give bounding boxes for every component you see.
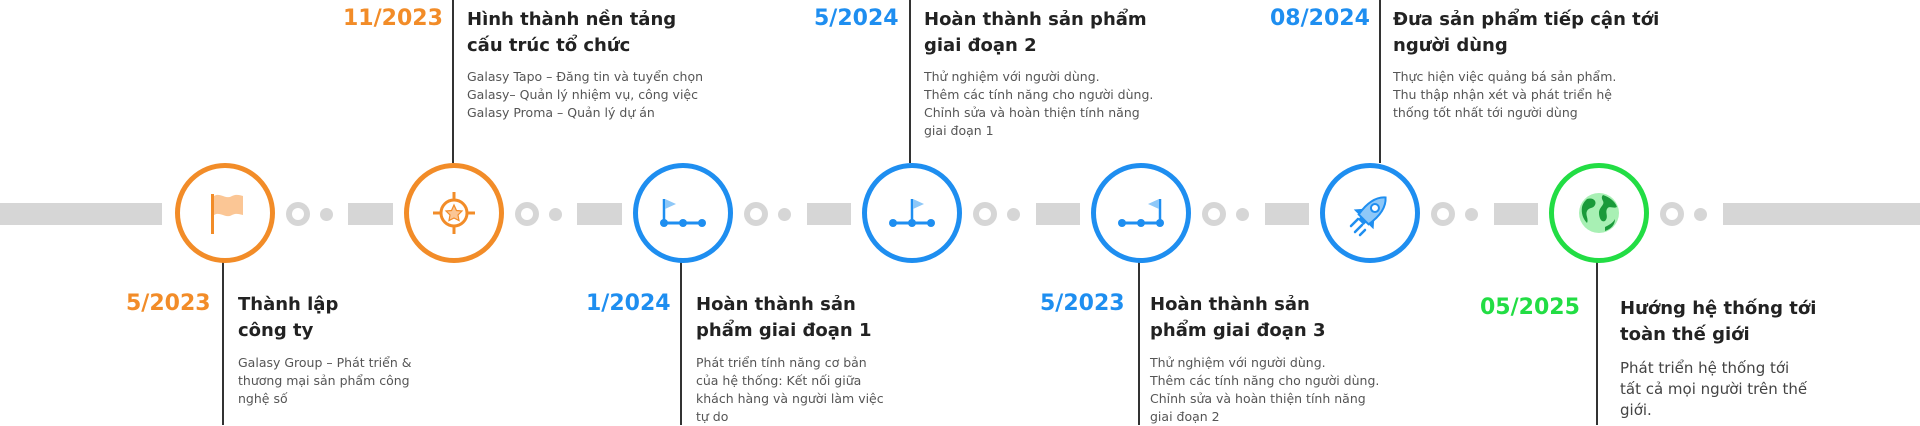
milestone-date: 08/2024 (1270, 6, 1370, 31)
milestone-node (175, 163, 275, 263)
timeline-track (1723, 203, 1920, 225)
globe-icon (1579, 193, 1619, 233)
milestone-node (633, 163, 733, 263)
timeline-track (348, 203, 393, 225)
connector-dot (1007, 208, 1020, 221)
timeline-track (577, 203, 622, 225)
milestone-date: 5/2023 (126, 291, 211, 316)
connector-dot (778, 208, 791, 221)
milestone-node (404, 163, 504, 263)
milestone-node (862, 163, 962, 263)
progress-start-icon (660, 199, 706, 227)
connector-dot (744, 202, 768, 226)
milestone-date: 05/2025 (1480, 295, 1580, 320)
connector-dot (1236, 208, 1249, 221)
milestone-date: 1/2024 (586, 291, 671, 316)
milestone-node (1549, 163, 1649, 263)
connector-line (1379, 0, 1381, 163)
milestone-node (1320, 163, 1420, 263)
connector-line (222, 258, 224, 425)
connector-dot (1694, 208, 1707, 221)
milestone-description: Thực hiện việc quảng bá sản phẩm. Thu th… (1393, 69, 1617, 120)
connector-dot (1660, 202, 1684, 226)
connector-line (680, 258, 682, 425)
milestone-date: 5/2024 (814, 6, 899, 31)
target-icon (433, 192, 475, 234)
milestone-description: Phát triển hệ thống tới tất cả mọi người… (1620, 359, 1808, 419)
milestone-description: Thử nghiệm với người dùng. Thêm các tính… (924, 69, 1154, 138)
connector-dot (1465, 208, 1478, 221)
milestone-title: Hoàn thành sản phẩm giai đoạn 1 (696, 294, 872, 341)
timeline-track (1036, 203, 1080, 225)
milestone-node (1091, 163, 1191, 263)
connector-dot (549, 208, 562, 221)
timeline-track (807, 203, 851, 225)
connector-dot (286, 202, 310, 226)
connector-dot (1202, 202, 1226, 226)
connector-dot (515, 202, 539, 226)
milestone-title: Đưa sản phẩm tiếp cận tới người dùng (1393, 9, 1660, 56)
connector-line (1596, 258, 1598, 425)
milestone-description: Galasy Group – Phát triển & thương mại s… (238, 355, 412, 406)
connector-line (452, 0, 454, 163)
milestone-date: 11/2023 (343, 6, 443, 31)
connector-dot (320, 208, 333, 221)
timeline-track (1494, 203, 1538, 225)
progress-end-icon (1118, 199, 1164, 227)
milestone-title: Hoàn thành sản phẩm giai đoạn 3 (1150, 294, 1326, 341)
rocket-icon (1349, 196, 1387, 237)
timeline-track (0, 203, 162, 225)
milestone-description: Galasy Tapo – Đăng tin và tuyển chọn Gal… (467, 69, 704, 120)
milestone-description: Thử nghiệm với người dùng. Thêm các tính… (1150, 355, 1380, 424)
milestone-title: Hoàn thành sản phẩm giai đoạn 2 (924, 9, 1147, 56)
milestone-title: Hình thành nền tảng cấu trúc tổ chức (467, 9, 677, 56)
milestone-title: Hướng hệ thống tới toàn thế giới (1620, 298, 1817, 345)
connector-dot (973, 202, 997, 226)
connector-dot (1431, 202, 1455, 226)
progress-middle-icon (889, 199, 935, 227)
connector-line (1138, 258, 1140, 425)
connector-line (909, 0, 911, 163)
timeline-track (1265, 203, 1309, 225)
milestone-description: Phát triển tính năng cơ bản của hệ thống… (696, 355, 884, 424)
milestone-date: 5/2023 (1040, 291, 1125, 316)
milestone-title: Thành lập công ty (238, 294, 339, 341)
flag-icon (211, 194, 243, 234)
